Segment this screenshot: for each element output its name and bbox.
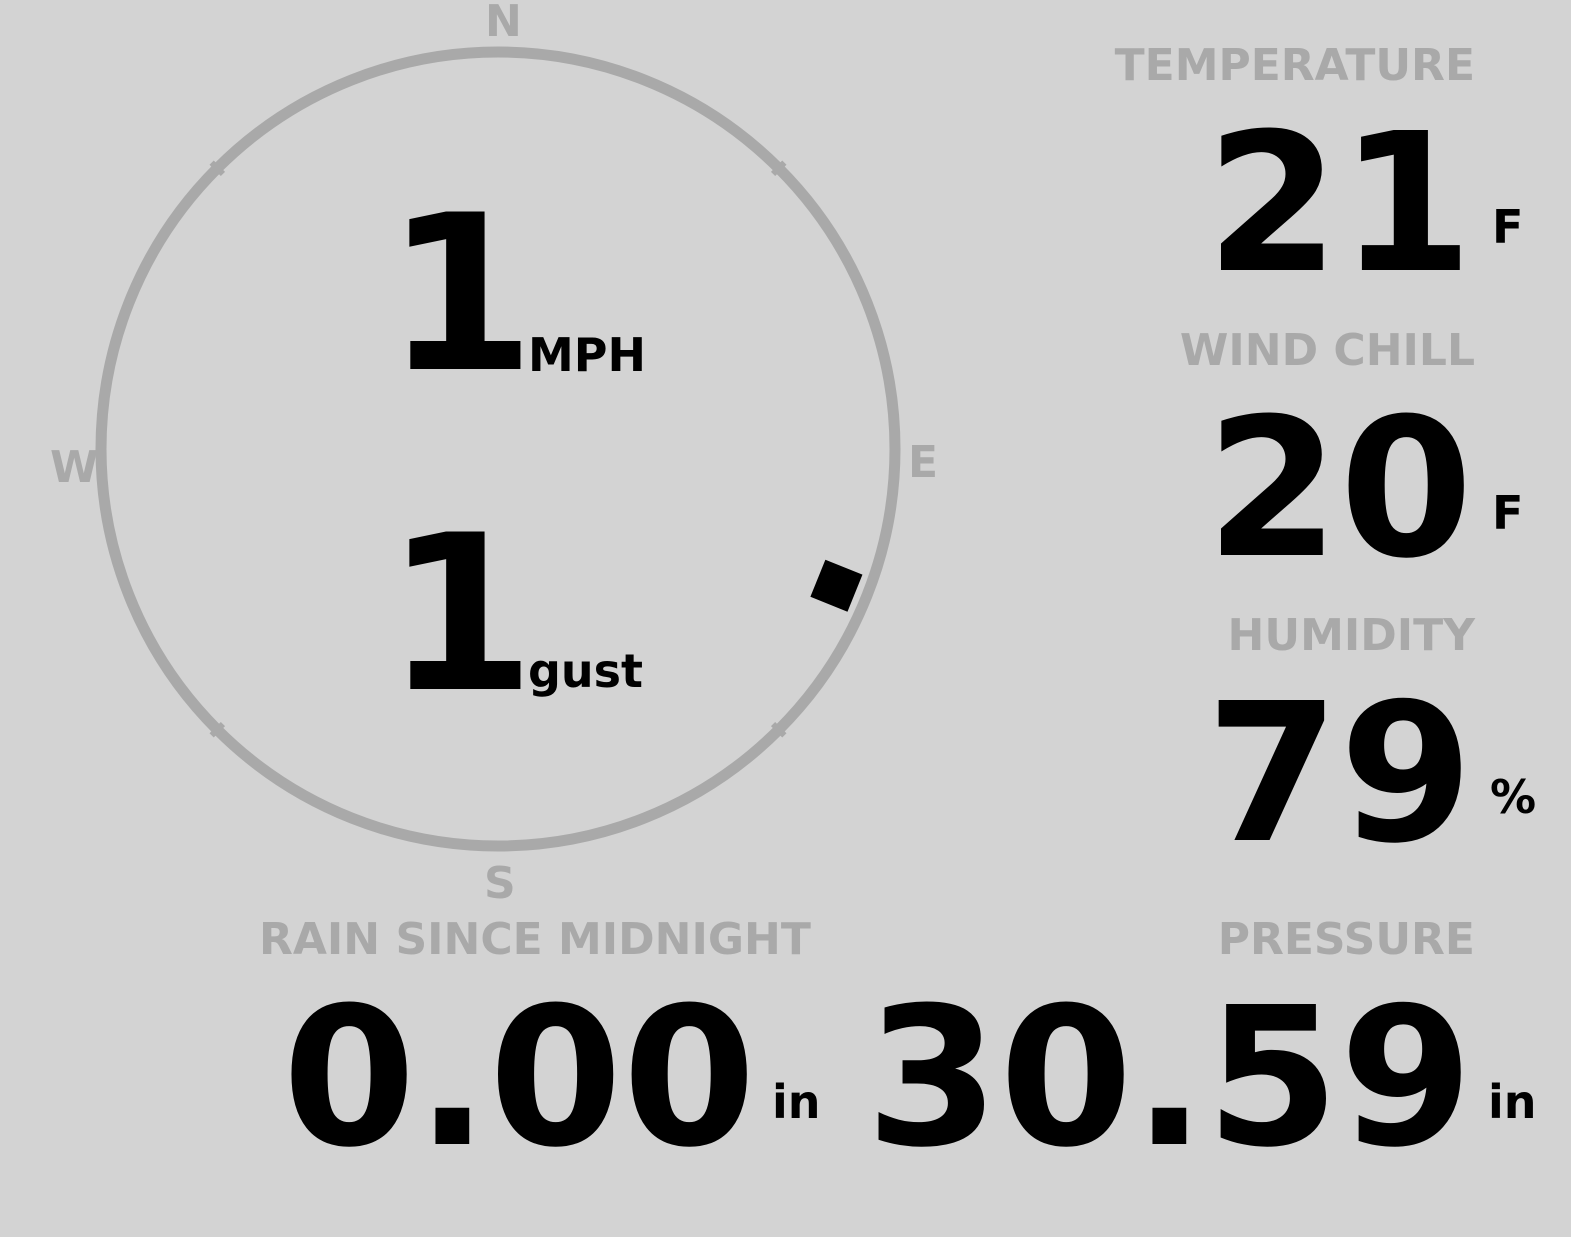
compass-tick [209,721,226,738]
compass-south-label: S [484,858,516,909]
wind-chill-unit: F [1492,486,1524,540]
temperature-unit: F [1492,200,1524,254]
pressure-unit: in [1488,1075,1537,1129]
wind-speed-value: 1 [385,169,536,420]
wind-gust-value: 1 [385,489,536,740]
compass-ring [95,46,901,852]
wind-speed-unit: MPH [528,328,646,382]
humidity-label: HUMIDITY [1227,610,1475,661]
temperature-value: 21 [1205,93,1473,316]
compass-tick [770,160,787,177]
compass-north-label: N [485,0,522,47]
pressure-label: PRESSURE [1217,914,1475,965]
wind-chill-value: 20 [1205,378,1473,601]
rain-label: RAIN SINCE MIDNIGHT [259,914,811,965]
wind-direction-indicator [810,559,863,612]
wind-gust-unit: gust [528,644,644,698]
compass-dial [95,46,901,852]
compass-tick [209,160,226,177]
wind-chill-label: WIND CHILL [1179,325,1475,376]
pressure-value: 30.59 [865,967,1473,1190]
rain-value: 0.00 [282,967,756,1190]
compass-tick [770,721,787,738]
humidity-unit: % [1490,770,1537,824]
compass-west-label: W [50,442,99,493]
compass-east-label: E [908,437,939,488]
rain-unit: in [772,1075,821,1129]
temperature-label: TEMPERATURE [1114,40,1475,91]
humidity-value: 79 [1205,663,1473,886]
